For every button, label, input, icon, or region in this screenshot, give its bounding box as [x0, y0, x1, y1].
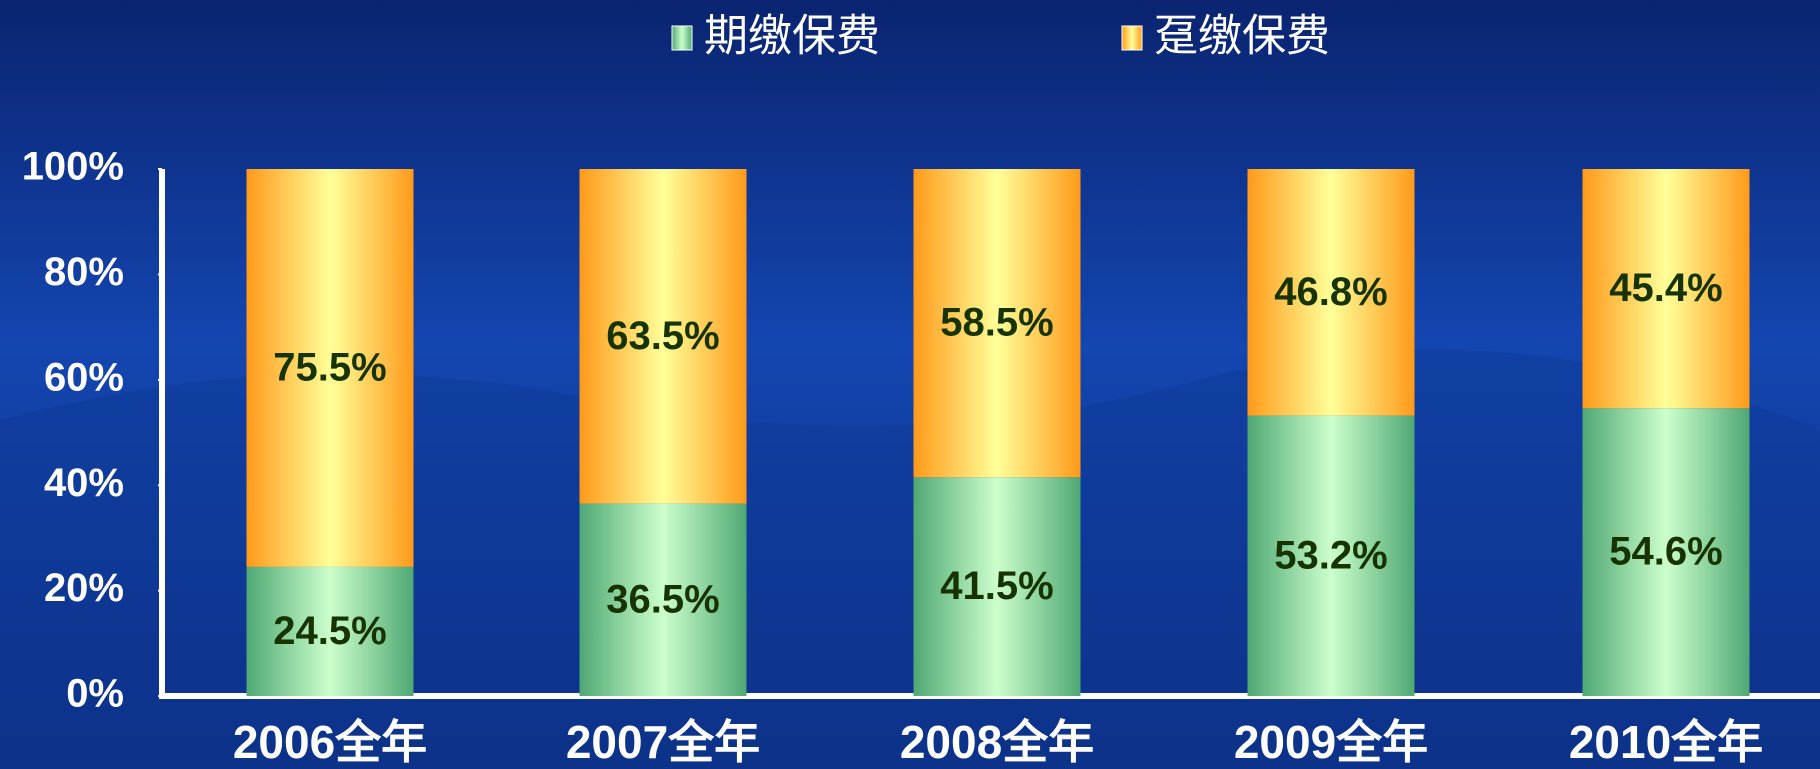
- legend-label: 趸缴保费: [1154, 12, 1330, 61]
- data-label: 41.5%: [940, 564, 1053, 608]
- x-tick-label: 2007全年: [566, 716, 760, 768]
- x-tick-label: 2009全年: [1234, 716, 1428, 768]
- legend-label: 期缴保费: [704, 12, 880, 61]
- bar-segment: [1582, 408, 1750, 696]
- bar-segment: [579, 169, 747, 504]
- bar-segment: [246, 169, 414, 567]
- y-tick-label: 80%: [44, 250, 124, 294]
- data-label: 45.4%: [1609, 266, 1722, 310]
- y-tick-label: 100%: [22, 145, 124, 189]
- y-tick-label: 60%: [44, 355, 124, 399]
- bar-segment: [246, 566, 414, 696]
- bar-segment: [1582, 169, 1750, 409]
- y-tick-label: 40%: [44, 461, 124, 505]
- x-tick-label: 2010全年: [1569, 716, 1763, 768]
- bar-segment: [1247, 415, 1415, 696]
- bar-segment: [913, 477, 1081, 696]
- bar-segment: [579, 503, 747, 696]
- bar-segment: [1247, 169, 1415, 416]
- data-label: 54.6%: [1609, 530, 1722, 574]
- legend-swatch: [1121, 25, 1143, 51]
- data-label: 75.5%: [273, 346, 386, 390]
- data-label: 24.5%: [273, 609, 386, 653]
- bar-segment: [913, 169, 1081, 478]
- y-tick-label: 0%: [66, 672, 124, 716]
- x-tick-label: 2008全年: [900, 716, 1094, 768]
- data-label: 53.2%: [1274, 533, 1387, 577]
- data-label: 58.5%: [940, 301, 1053, 345]
- y-tick-label: 20%: [44, 566, 124, 610]
- x-tick-label: 2006全年: [233, 716, 427, 768]
- data-label: 36.5%: [606, 577, 719, 621]
- data-label: 46.8%: [1274, 270, 1387, 314]
- data-label: 63.5%: [606, 314, 719, 358]
- legend-swatch: [671, 25, 693, 51]
